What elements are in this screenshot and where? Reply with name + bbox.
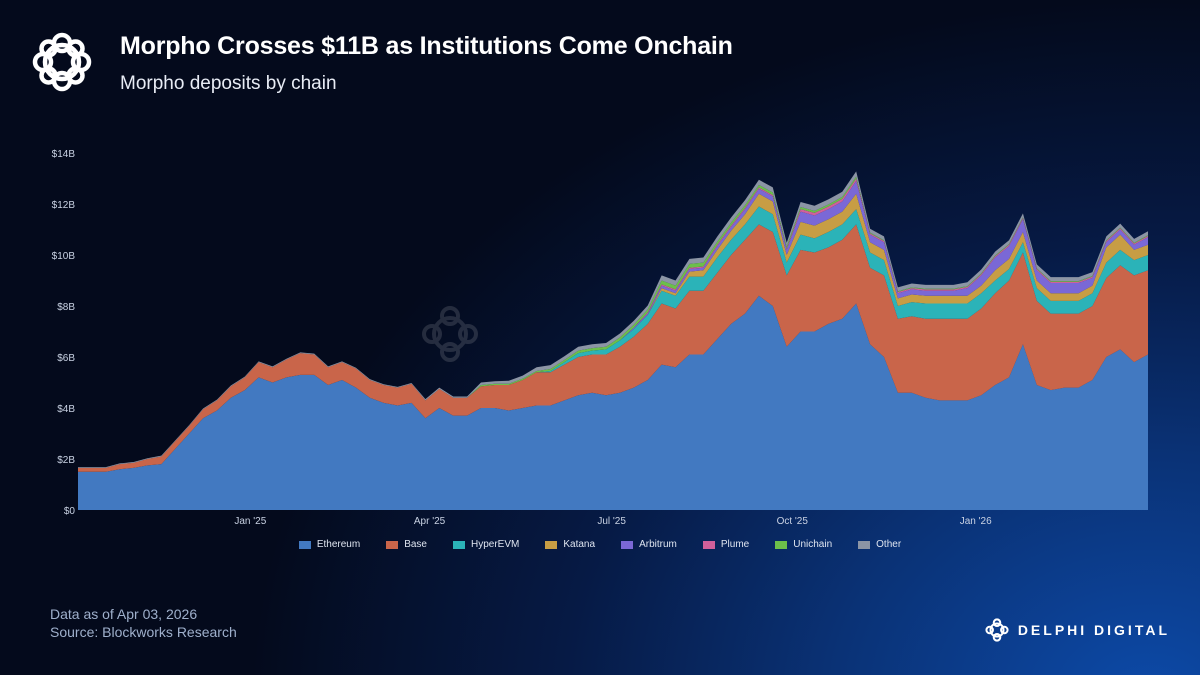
- footer: Data as of Apr 03, 2026 Source: Blockwor…: [50, 605, 237, 641]
- x-tick-label: Jul '25: [597, 516, 626, 527]
- y-tick-label: $0: [64, 506, 76, 517]
- chart-legend: Ethereum Base HyperEVM Katana Arbitrum Plume U…: [0, 539, 1200, 550]
- legend-item-katana[interactable]: Katana: [545, 539, 595, 550]
- legend-label: Katana: [563, 539, 596, 550]
- legend-swatch: [545, 540, 558, 549]
- legend-label: Arbitrum: [639, 539, 677, 550]
- watermark: [418, 302, 482, 366]
- y-tick-label: $8B: [57, 302, 75, 313]
- source-note: Source: Blockworks Research: [50, 624, 237, 640]
- legend-item-unichain[interactable]: Unichain: [775, 539, 832, 550]
- legend-item-ethereum[interactable]: Ethereum: [298, 539, 361, 550]
- legend-item-other[interactable]: Other: [858, 539, 901, 550]
- y-tick-label: $2B: [57, 455, 75, 466]
- legend-item-arbitrum[interactable]: Arbitrum: [621, 539, 677, 550]
- x-tick-label: Jan '25: [234, 516, 266, 527]
- legend-item-plume[interactable]: Plume: [702, 539, 750, 550]
- area-series-hyperevm: [78, 206, 1148, 468]
- legend-label: HyperEVM: [471, 539, 520, 550]
- legend-swatch: [775, 540, 788, 549]
- legend-label: Unichain: [793, 539, 833, 550]
- legend-item-hyperevm[interactable]: HyperEVM: [453, 539, 519, 550]
- legend-swatch: [621, 540, 634, 549]
- legend-swatch: [298, 540, 311, 549]
- y-tick-label: $14B: [52, 149, 76, 160]
- morpho-logo-icon: [32, 32, 92, 92]
- y-tick-label: $12B: [52, 200, 76, 211]
- data-as-of: Data as of Apr 03, 2026: [50, 606, 198, 622]
- x-tick-label: Jan '26: [960, 516, 992, 527]
- x-tick-label: Oct '25: [777, 516, 809, 527]
- delphi-logo-icon: [985, 618, 1009, 642]
- brand-name: DELPHI DIGITAL: [1017, 622, 1170, 638]
- y-tick-label: $6B: [57, 353, 75, 364]
- chart-subtitle: Morpho deposits by chain: [120, 73, 337, 94]
- x-tick-label: Apr '25: [414, 516, 446, 527]
- area-series-ethereum: [78, 295, 1148, 510]
- legend-swatch: [858, 540, 871, 549]
- y-tick-label: $10B: [52, 251, 76, 262]
- legend-swatch: [386, 540, 399, 549]
- legend-label: Base: [404, 539, 427, 550]
- area-series-base: [78, 224, 1148, 472]
- legend-label: Plume: [720, 539, 750, 550]
- y-tick-label: $4B: [57, 404, 75, 415]
- chart-title: Morpho Crosses $11B as Institutions Come…: [120, 32, 733, 60]
- legend-label: Ethereum: [316, 539, 361, 550]
- delphi-watermark-icon: [422, 306, 478, 362]
- legend-swatch: [702, 540, 715, 549]
- legend-swatch: [453, 540, 465, 549]
- legend-label: Other: [876, 539, 902, 550]
- legend-item-base[interactable]: Base: [386, 539, 427, 550]
- delphi-digital-brand: DELPHI DIGITAL: [984, 617, 1170, 643]
